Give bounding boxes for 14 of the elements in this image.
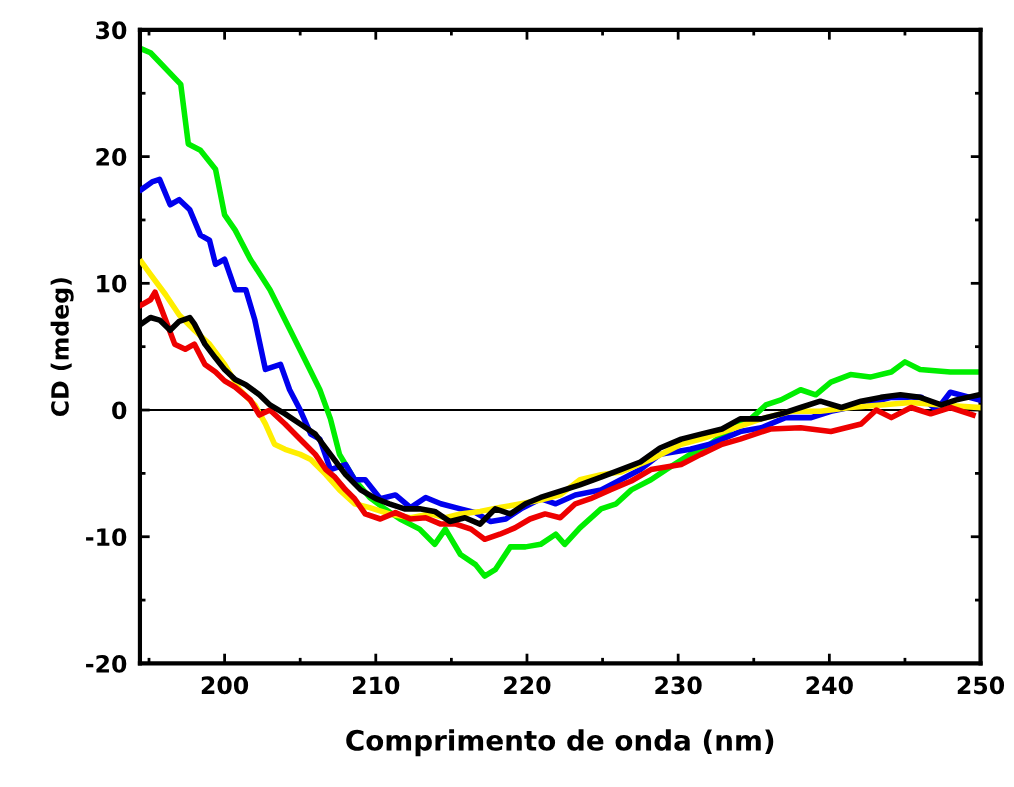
y-tick-label: -10 bbox=[86, 528, 127, 547]
y-tick-label: 10 bbox=[97, 274, 127, 293]
x-tick-label: 250 bbox=[957, 676, 1005, 695]
x-tick-label: 210 bbox=[353, 676, 400, 695]
x-tick-label: 220 bbox=[504, 676, 551, 695]
y-tick-label: -20 bbox=[86, 654, 127, 673]
y-tick-label: 0 bbox=[112, 401, 127, 420]
x-tick-label: 200 bbox=[201, 676, 249, 695]
y-tick-label: 20 bbox=[96, 148, 127, 166]
x-tick-label: 230 bbox=[655, 676, 702, 695]
y-axis-title: CD (mdeg) bbox=[50, 278, 74, 417]
x-tick-label: 240 bbox=[806, 676, 853, 695]
y-tick-label: 30 bbox=[96, 21, 127, 40]
x-axis-title: Comprimento de onda (nm) bbox=[346, 729, 774, 757]
